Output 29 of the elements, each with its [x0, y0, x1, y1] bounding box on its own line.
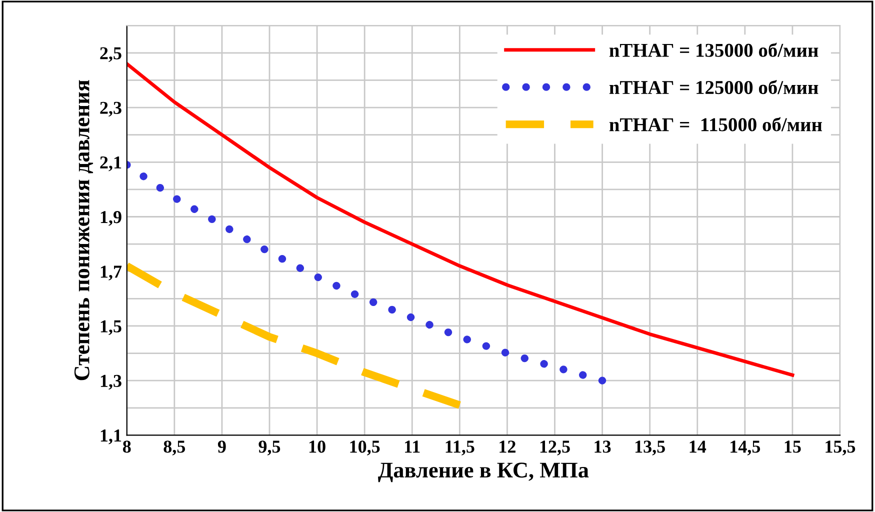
y-tick-label: 2,1 — [100, 156, 122, 172]
x-tick-label: 8 — [122, 440, 131, 453]
x-tick-label: 10,5 — [350, 440, 380, 456]
y-tick-label: 1,1 — [100, 430, 122, 444]
y-tick-label: 1,7 — [100, 266, 122, 280]
x-tick-label: 11 — [405, 440, 420, 453]
x-tick-label: 14,5 — [730, 440, 760, 456]
x-tick-label: 11,5 — [446, 440, 474, 456]
x-tick-label: 15 — [784, 440, 801, 453]
y-tick-label: 1,9 — [100, 211, 122, 226]
x-tick-label: 13 — [594, 440, 611, 453]
x-tick-label: 9,5 — [258, 440, 280, 456]
y-tick-label: 1,5 — [100, 320, 122, 336]
x-axis-title: Давление в КС, МПа — [378, 462, 589, 482]
x-tick-label: 12,5 — [540, 440, 570, 456]
x-tick-label: 8,5 — [164, 440, 186, 456]
legend-label: nТНАГ = 125000 об/мин — [609, 80, 818, 94]
x-tick-label: 14 — [690, 440, 706, 453]
y-axis-title: Степень понижения давления — [74, 80, 94, 380]
x-tick-label: 10 — [309, 440, 326, 453]
legend-label: nТНАГ = 115000 об/мин — [609, 117, 822, 132]
x-tick-label: 12 — [500, 440, 516, 453]
y-tick-label: 2,5 — [100, 47, 122, 62]
y-tick-label: 2,3 — [100, 102, 122, 117]
x-tick-label: 13,5 — [635, 440, 665, 456]
y-tick-label: 1,3 — [100, 374, 122, 390]
x-tick-label: 9 — [218, 440, 226, 453]
legend-label: nТНАГ = 135000 об/мин — [609, 42, 818, 57]
x-tick-label: 15,5 — [826, 440, 856, 456]
